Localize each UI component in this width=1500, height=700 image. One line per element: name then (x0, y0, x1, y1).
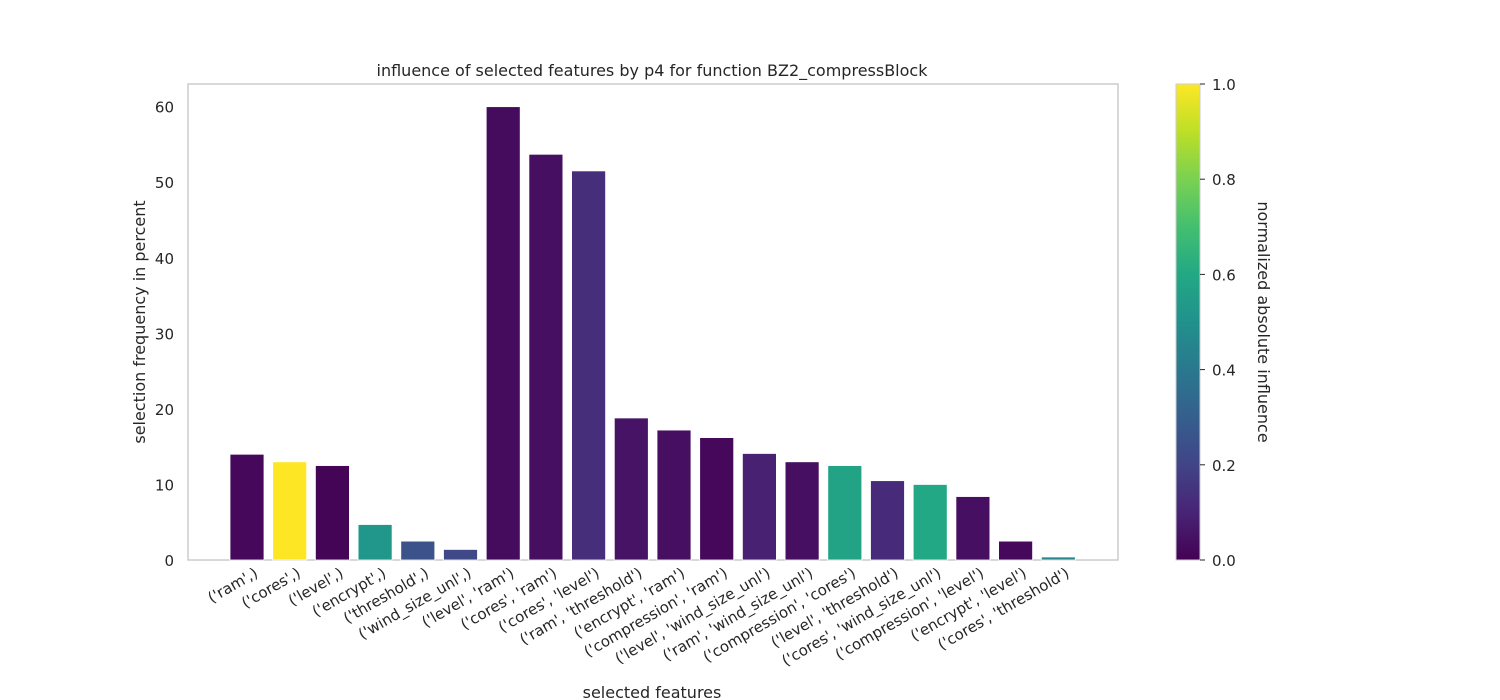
colorbar-tick-label: 0.4 (1212, 362, 1236, 380)
bar (485, 106, 521, 561)
bar (912, 484, 948, 561)
bar (229, 453, 265, 561)
bar (357, 524, 393, 561)
x-axis-label: selected features (583, 683, 722, 700)
bar (443, 549, 478, 561)
y-tick-label: 0 (164, 552, 174, 570)
bar (613, 417, 649, 561)
y-tick-label: 60 (155, 99, 174, 117)
x-axis-ticks: ('ram',)('cores',)('level',)('encrypt',)… (205, 564, 1073, 671)
bar (955, 496, 991, 561)
y-axis-ticks: 0 10 20 30 40 50 60 (155, 99, 174, 570)
colorbar-ticks: 0.0 0.2 0.4 0.6 0.8 1.0 (1200, 76, 1236, 570)
y-axis-label: selection frequency in percent (130, 200, 149, 443)
colorbar-tick-label: 0.0 (1212, 552, 1236, 570)
y-tick-label: 10 (155, 476, 174, 494)
colorbar-label: normalized absolute influence (1254, 201, 1273, 442)
bar (870, 480, 905, 561)
bar (528, 153, 564, 561)
bar (827, 465, 863, 561)
bar (699, 437, 735, 561)
bar (742, 453, 777, 561)
bar (314, 465, 350, 561)
bar (400, 540, 436, 561)
bar (272, 461, 308, 561)
bar (656, 429, 692, 561)
y-tick-label: 40 (155, 250, 174, 268)
colorbar-tick-label: 0.6 (1212, 266, 1236, 284)
bar (571, 170, 606, 561)
colorbar (1175, 83, 1201, 561)
colorbar-tick-label: 1.0 (1212, 76, 1236, 94)
bars (229, 106, 1076, 561)
colorbar-tick-label: 0.2 (1212, 457, 1236, 475)
y-tick-label: 20 (155, 401, 174, 419)
chart-title: influence of selected features by p4 for… (377, 61, 929, 81)
bar (1040, 556, 1076, 561)
y-tick-label: 50 (155, 174, 174, 192)
bar (784, 461, 820, 561)
y-tick-label: 30 (155, 325, 174, 343)
plot-area (187, 83, 1119, 561)
colorbar-tick-label: 0.8 (1212, 171, 1236, 189)
bar (998, 540, 1033, 561)
